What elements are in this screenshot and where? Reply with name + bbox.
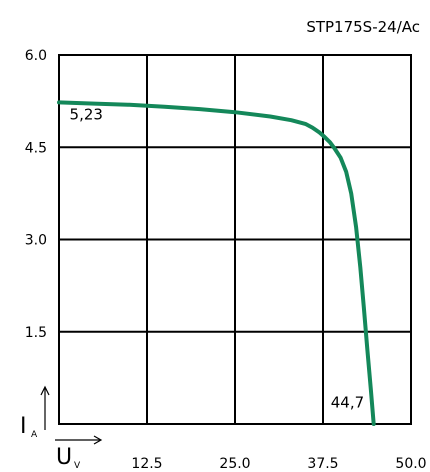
x-axis-label: U [56, 445, 72, 470]
x-axis-arrowhead [93, 435, 103, 445]
x-tick-label: 37.5 [307, 456, 338, 472]
annotations: 5,23 44,7 [70, 106, 365, 412]
grid-lines [59, 55, 411, 424]
y-axis-label: I [20, 414, 27, 439]
x-axis-label-subscript: V [74, 461, 81, 471]
x-tick-label: 50.0 [395, 456, 426, 472]
y-tick-label: 4.5 [25, 140, 47, 156]
x-tick-label: 25.0 [219, 456, 250, 472]
iv-curve-line [57, 100, 376, 426]
x-tick-label: 12.5 [131, 456, 162, 472]
data-annotation: 44,7 [331, 393, 364, 411]
data-annotation: 5,23 [70, 106, 103, 124]
y-tick-labels: 1.5 3.0 4.5 6.0 [25, 48, 47, 341]
y-tick-label: 6.0 [25, 48, 47, 64]
y-axis-label-subscript: A [31, 430, 38, 440]
plot-frame [58, 54, 412, 425]
y-axis-arrowhead [40, 385, 50, 396]
y-tick-label: 1.5 [25, 325, 47, 341]
chart-title: STP175S-24/Ac [306, 18, 420, 36]
x-tick-labels: 12.5 25.0 37.5 50.0 [131, 456, 426, 472]
y-tick-label: 3.0 [25, 233, 47, 249]
